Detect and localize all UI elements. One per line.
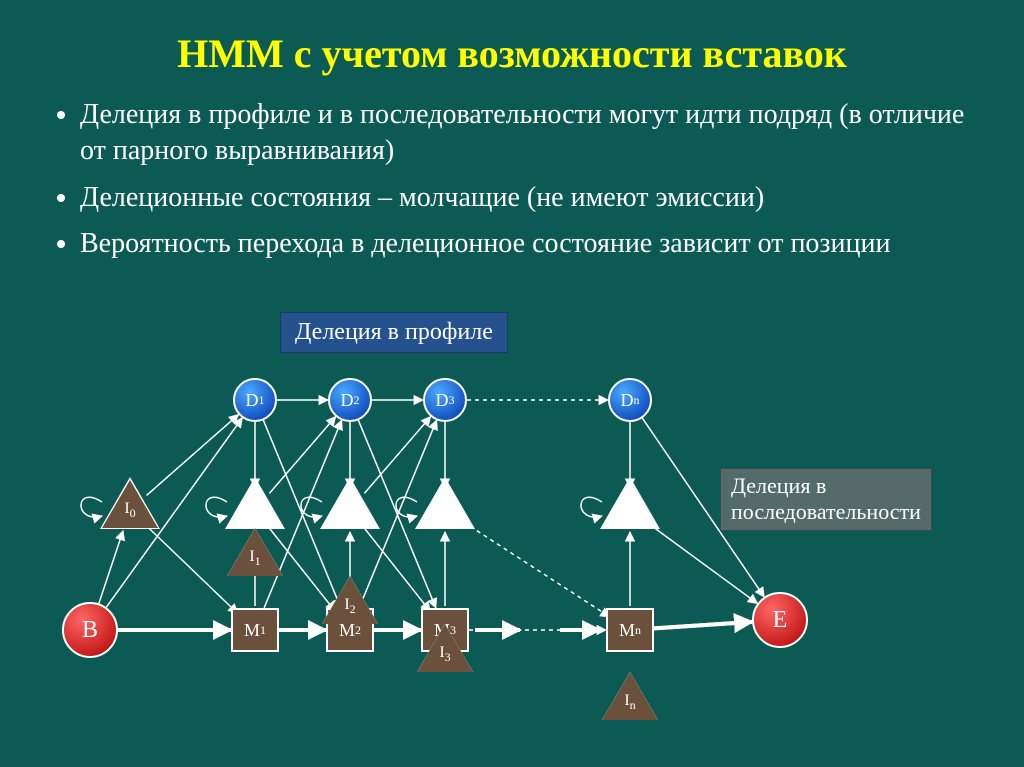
node-Mn: Mn: [606, 608, 654, 652]
node-In-outline: [600, 477, 660, 529]
node-I1-outline: [225, 477, 285, 529]
slide-title: HMM с учетом возможности вставок: [0, 0, 1024, 97]
bullet-2: Делеционные состояния – молчащие (не име…: [80, 180, 974, 216]
node-I2-outline: [320, 477, 380, 529]
edge-Mn-E: [654, 622, 752, 629]
bullet-3: Вероятность перехода в делеционное состо…: [80, 226, 974, 262]
node-D3: D3: [423, 378, 467, 422]
bullet-list: Делеция в профиле и в последовательности…: [0, 97, 1024, 263]
node-D2: D2: [328, 378, 372, 422]
node-D1: D1: [233, 378, 277, 422]
node-I3-outline: [415, 477, 475, 529]
sequence-deletion-label: Делеция в последовательности: [720, 468, 932, 531]
node-M1: M1: [231, 608, 279, 652]
node-I2: I2: [322, 576, 378, 624]
node-Dn: Dn: [608, 378, 652, 422]
hmm-diagram: BED1D2D3DnI0I1I2I3InM1M2M3Mn Делеция в п…: [0, 320, 1024, 740]
node-I0: I0: [102, 480, 158, 528]
node-B: B: [62, 602, 118, 658]
bullet-1: Делеция в профиле и в последовательности…: [80, 97, 974, 170]
node-I1: I1: [227, 528, 283, 576]
profile-deletion-label: Делеция в профиле: [280, 312, 508, 353]
node-I3: I3: [417, 624, 473, 672]
edge-Mn-E: [654, 622, 752, 629]
node-In: In: [602, 672, 658, 720]
node-E: E: [752, 592, 808, 648]
